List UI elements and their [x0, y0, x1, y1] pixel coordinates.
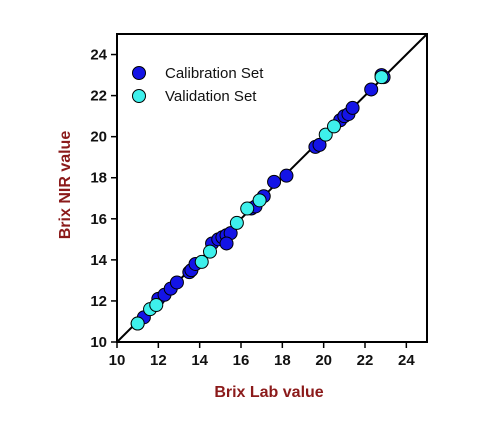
y-tick-label: 10 — [90, 334, 107, 351]
validation-point — [252, 193, 267, 208]
x-tick-label: 20 — [315, 352, 332, 369]
y-axis-title: Brix NIR value — [57, 131, 74, 240]
x-axis: 10 12 14 16 18 20 22 24 — [109, 342, 415, 369]
calibration-point — [364, 82, 379, 97]
validation-point — [194, 254, 209, 269]
calibration-point — [345, 100, 360, 115]
x-tick-label: 22 — [357, 352, 374, 369]
validation-point — [327, 119, 341, 134]
x-axis-title: Brix Lab value — [214, 384, 323, 401]
calibration-point — [267, 174, 282, 189]
calibration-point — [279, 168, 294, 183]
y-tick-label: 12 — [90, 293, 107, 310]
y-tick-label: 14 — [90, 252, 107, 269]
validation-point — [149, 298, 164, 313]
calibration-point — [219, 236, 234, 251]
y-tick-label: 16 — [90, 211, 107, 228]
calibration-point — [169, 275, 184, 290]
legend: Calibration Set Validation Set — [132, 65, 264, 105]
x-tick-label: 18 — [274, 352, 291, 369]
validation-point — [318, 127, 333, 142]
y-tick-label: 20 — [90, 129, 107, 146]
data-points — [130, 68, 391, 331]
validation-point — [240, 201, 255, 216]
x-tick-label: 24 — [398, 352, 415, 369]
x-tick-label: 12 — [150, 352, 167, 369]
validation-point — [203, 244, 217, 259]
legend-marker-validation — [132, 89, 146, 103]
plot-frame — [116, 33, 428, 343]
legend-label-calibration: Calibration Set — [165, 65, 264, 82]
x-tick-label: 10 — [109, 352, 126, 369]
y-tick-label: 18 — [90, 170, 107, 187]
y-tick-label: 22 — [90, 88, 107, 105]
y-axis: 10 12 14 16 18 20 22 24 — [90, 47, 117, 351]
x-tick-label: 16 — [233, 352, 250, 369]
x-tick-label: 14 — [191, 352, 208, 369]
y-tick-label: 24 — [90, 47, 107, 64]
legend-label-validation: Validation Set — [165, 88, 257, 105]
legend-marker-calibration — [132, 66, 146, 80]
validation-point — [229, 215, 244, 230]
validation-point — [130, 316, 145, 331]
calibration-point — [312, 137, 327, 152]
validation-point — [374, 70, 389, 85]
